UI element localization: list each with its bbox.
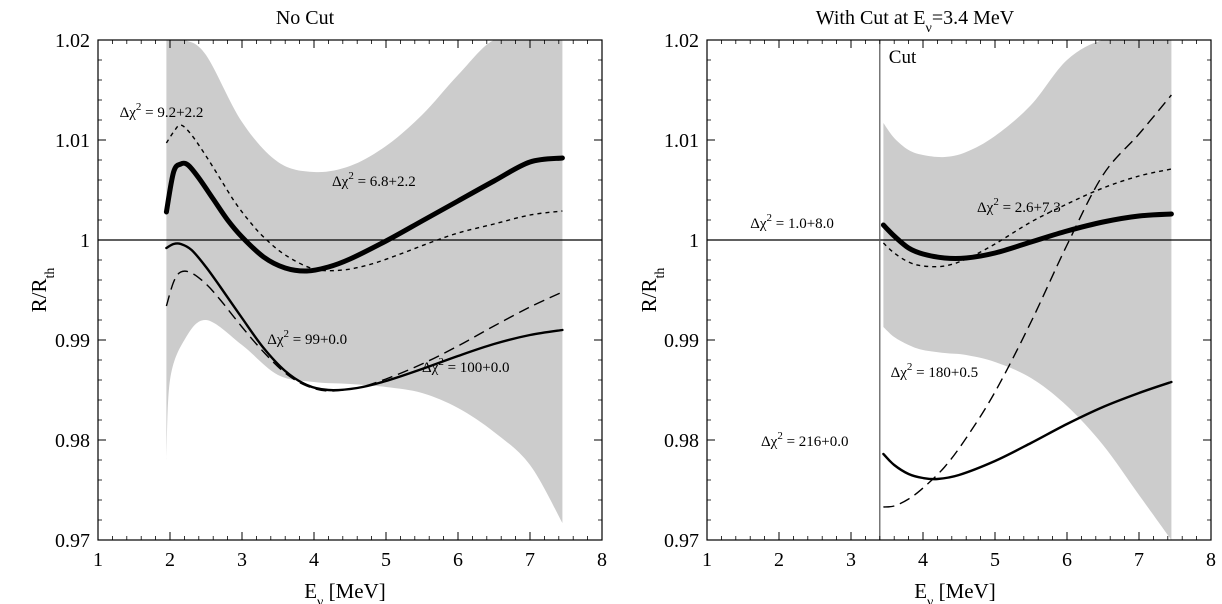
x-tick-label: 3 bbox=[846, 549, 856, 571]
series-line-thick bbox=[163, 155, 565, 274]
y-tick-label: 1.01 bbox=[55, 130, 90, 152]
uncertainty-band bbox=[166, 40, 563, 523]
delta-chi2-annotation: Δχ2 = 100+0.0 bbox=[422, 356, 509, 376]
x-axis-label-right: Eν [MeV] bbox=[914, 579, 996, 604]
delta-chi2-annotation: Δχ2 = 1.0+8.0 bbox=[750, 212, 834, 232]
series-line-solid bbox=[165, 242, 564, 392]
x-tick-label: 6 bbox=[453, 549, 463, 571]
x-tick-label: 1 bbox=[93, 549, 103, 571]
x-tick-label: 4 bbox=[309, 549, 319, 571]
y-tick-label: 1.02 bbox=[664, 30, 699, 52]
x-tick-label: 5 bbox=[381, 549, 391, 571]
delta-chi2-annotation: Δχ2 = 216+0.0 bbox=[761, 430, 848, 450]
x-tick-label: 4 bbox=[918, 549, 928, 571]
cut-label: Cut bbox=[889, 47, 917, 68]
y-tick-label: 0.99 bbox=[664, 330, 699, 352]
series-line-long-dash bbox=[883, 94, 1172, 508]
series-line-thick bbox=[880, 211, 1174, 262]
x-axis-label-left: Eν [MeV] bbox=[304, 579, 386, 604]
uncertainty-band bbox=[883, 40, 1172, 540]
delta-chi2-annotation: Δχ2 = 9.2+2.2 bbox=[120, 101, 204, 121]
y-tick-label: 1.02 bbox=[55, 30, 90, 52]
series-line-long-dash bbox=[165, 270, 563, 392]
panel-with-cut: With Cut at Eν=3.4 MeV Cut 1 2 3 4 5 6 7 8 0.97 0… bbox=[637, 7, 1216, 604]
delta-chi2-annotation: Δχ2 = 180+0.5 bbox=[891, 361, 978, 381]
delta-chi2-annotation: Δχ2 = 2.6+7.3 bbox=[977, 196, 1061, 216]
chart-title-right: With Cut at Eν=3.4 MeV bbox=[816, 7, 1015, 36]
series-line-short-dash bbox=[882, 168, 1172, 268]
y-tick-label: 1 bbox=[80, 230, 90, 252]
y-tick-label: 0.97 bbox=[55, 530, 90, 552]
panel-no-cut: No Cut 1 2 3 4 5 6 7 8 0.97 0.98 0.99 1 1.01 1.02 Δχ2… bbox=[27, 7, 607, 604]
series-line-solid bbox=[882, 380, 1173, 481]
y-tick-label: 0.98 bbox=[55, 430, 90, 452]
delta-chi2-annotation: Δχ2 = 6.8+2.2 bbox=[332, 170, 416, 190]
x-tick-label: 1 bbox=[702, 549, 712, 571]
y-axis-label-left: R/Rth bbox=[27, 268, 58, 313]
y-tick-label: 0.98 bbox=[664, 430, 699, 452]
x-tick-label: 5 bbox=[990, 549, 1000, 571]
delta-chi2-annotation: Δχ2 = 99+0.0 bbox=[267, 328, 347, 348]
x-tick-label: 2 bbox=[774, 549, 784, 571]
plot-frame bbox=[97, 39, 603, 541]
y-axis-label-right: R/Rth bbox=[637, 268, 668, 313]
x-tick-label: 8 bbox=[1206, 549, 1216, 571]
x-tick-label: 6 bbox=[1062, 549, 1072, 571]
y-tick-label: 1 bbox=[689, 230, 699, 252]
y-tick-label: 0.97 bbox=[664, 530, 699, 552]
x-tick-label: 7 bbox=[525, 549, 535, 571]
x-tick-label: 8 bbox=[597, 549, 607, 571]
chart-title-left: No Cut bbox=[276, 7, 335, 29]
y-tick-label: 1.01 bbox=[664, 130, 699, 152]
x-tick-label: 7 bbox=[1134, 549, 1144, 571]
plot-frame bbox=[706, 39, 1212, 541]
y-tick-label: 0.99 bbox=[55, 330, 90, 352]
x-tick-label: 2 bbox=[165, 549, 175, 571]
x-tick-label: 3 bbox=[237, 549, 247, 571]
